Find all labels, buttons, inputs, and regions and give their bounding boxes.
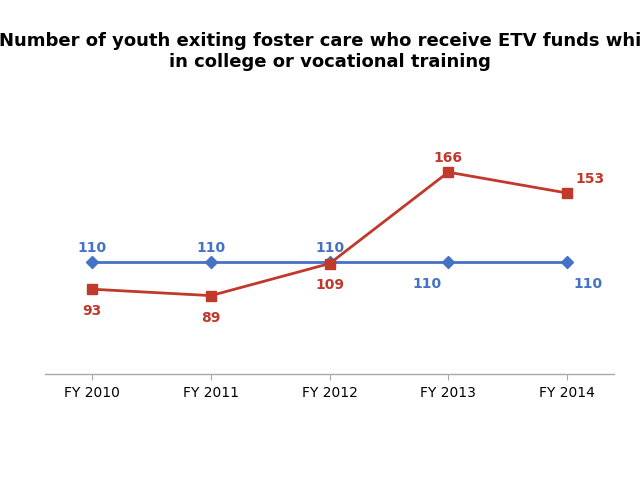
- Target: [444, 260, 452, 265]
- Actual: [88, 287, 96, 292]
- Text: 166: 166: [434, 151, 463, 165]
- Text: 110: 110: [315, 240, 344, 254]
- Text: 110: 110: [77, 240, 107, 254]
- Target: [88, 260, 96, 265]
- Text: 153: 153: [575, 171, 604, 185]
- Title: Number of youth exiting foster care who receive ETV funds while
in college or vo: Number of youth exiting foster care who …: [0, 32, 640, 71]
- Text: 109: 109: [315, 278, 344, 292]
- Actual: [444, 170, 452, 176]
- Line: Target: Target: [88, 258, 571, 266]
- Text: 110: 110: [412, 276, 442, 290]
- Line: Actual: Actual: [88, 168, 572, 301]
- Actual: [207, 293, 215, 299]
- Text: 110: 110: [574, 276, 603, 290]
- Text: 110: 110: [196, 240, 225, 254]
- Target: [207, 260, 215, 265]
- Target: [326, 260, 333, 265]
- Actual: [326, 261, 333, 267]
- Target: [563, 260, 571, 265]
- Text: 93: 93: [83, 303, 102, 317]
- Text: 89: 89: [201, 310, 221, 324]
- Actual: [563, 191, 571, 196]
